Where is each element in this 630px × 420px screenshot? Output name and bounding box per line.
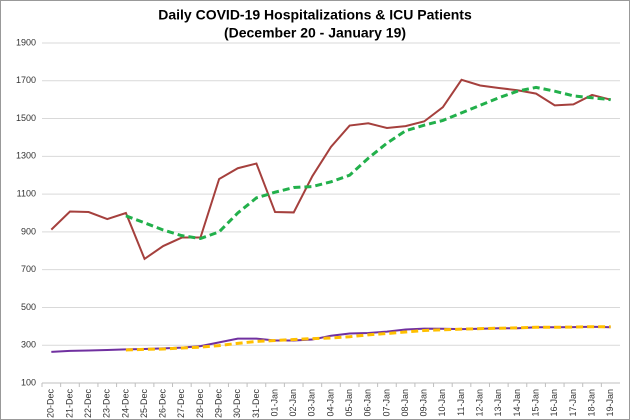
x-tick-label: 19-Jan (605, 389, 615, 417)
x-tick-label: 31-Dec (251, 389, 261, 419)
y-tick-label: 700 (21, 264, 36, 274)
y-tick-label: 1900 (16, 37, 36, 47)
x-tick-label: 30-Dec (232, 389, 242, 419)
x-tick-label: 15-Jan (530, 389, 540, 417)
x-tick-label: 14-Jan (512, 389, 522, 417)
y-tick-label: 300 (21, 340, 36, 350)
chart-title: Daily COVID-19 Hospitalizations & ICU Pa… (158, 7, 472, 23)
x-tick-label: 18-Jan (586, 389, 596, 417)
x-tick-label: 08-Jan (400, 389, 410, 417)
x-tick-label: 23-Dec (102, 389, 112, 419)
x-tick-label: 10-Jan (437, 389, 447, 417)
y-tick-label: 1700 (16, 75, 36, 85)
x-tick-label: 24-Dec (120, 389, 130, 419)
x-tick-label: 02-Jan (288, 389, 298, 417)
y-tick-label: 100 (21, 377, 36, 387)
y-tick-label: 1100 (17, 188, 36, 198)
x-tick-label: 25-Dec (139, 389, 149, 419)
x-tick-label: 11-Jan (456, 389, 466, 416)
chart-subtitle: (December 20 - January 19) (224, 25, 406, 41)
x-tick-label: 27-Dec (176, 389, 186, 419)
x-tick-label: 03-Jan (307, 389, 317, 417)
x-tick-label: 05-Jan (344, 389, 354, 417)
x-tick-label: 29-Dec (214, 389, 224, 419)
series-line (125, 325, 611, 352)
y-tick-label: 500 (21, 302, 36, 312)
x-tick-label: 20-Dec (46, 389, 56, 419)
x-tick-label: 01-Jan (269, 389, 279, 417)
x-tick-label: 17-Jan (568, 389, 578, 417)
x-tick-label: 04-Jan (325, 389, 335, 417)
x-tick-label: 13-Jan (493, 389, 503, 417)
x-tick-label: 26-Dec (158, 389, 168, 419)
x-tick-label: 22-Dec (83, 389, 93, 419)
x-tick-label: 06-Jan (363, 389, 373, 417)
series-line (125, 85, 611, 241)
x-tick-label: 21-Dec (64, 389, 74, 419)
y-tick-label: 1500 (16, 113, 36, 123)
x-tick-label: 16-Jan (549, 389, 559, 417)
x-tick-label: 28-Dec (195, 389, 205, 419)
y-tick-label: 1300 (16, 151, 36, 161)
series-line (51, 325, 611, 353)
x-tick-label: 09-Jan (419, 389, 429, 417)
y-tick-label: 900 (21, 226, 36, 236)
x-tick-label: 12-Jan (475, 389, 485, 417)
x-tick-label: 07-Jan (381, 389, 391, 417)
